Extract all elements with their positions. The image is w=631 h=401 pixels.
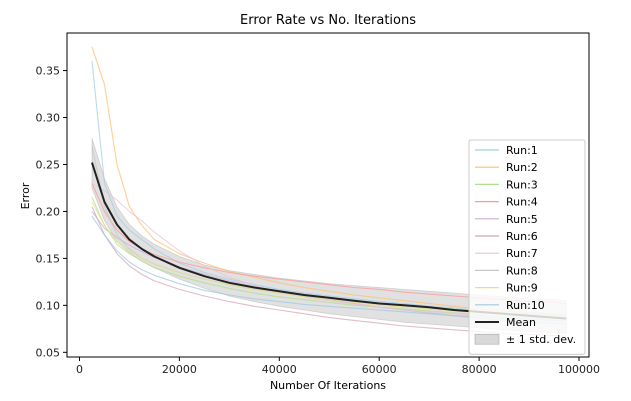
y-tick-label: 0.30 <box>36 112 61 125</box>
legend-label: Mean <box>506 316 536 329</box>
legend-label: Run:1 <box>506 144 538 157</box>
x-tick-label: 80000 <box>462 363 497 376</box>
legend-label: Run:5 <box>506 213 538 226</box>
legend-items: Run:1 Run:2 Run:3 Run:4 Run:5 Run:6 Run:7 Run:8… <box>474 144 576 346</box>
legend-label: Run:6 <box>506 230 538 243</box>
x-tick-label: 40000 <box>262 363 297 376</box>
legend-label: Run:3 <box>506 178 538 191</box>
legend-label: Run:4 <box>506 196 538 209</box>
y-tick-label: 0.35 <box>36 65 61 78</box>
x-tick-label: 0 <box>76 363 83 376</box>
y-tick-label: 0.20 <box>36 205 61 218</box>
plot-frame <box>66 32 590 358</box>
legend-label: ± 1 std. dev. <box>506 333 576 346</box>
x-tick-label: 100000 <box>558 363 600 376</box>
legend-label: Run:9 <box>506 282 538 295</box>
legend-label: Run:2 <box>506 161 538 174</box>
legend-label: Run:10 <box>506 299 545 312</box>
x-tick-label: 20000 <box>162 363 197 376</box>
y-tick-label: 0.10 <box>36 299 61 312</box>
y-tick-label: 0.05 <box>36 346 61 359</box>
legend: Run:1 Run:2 Run:3 Run:4 Run:5 Run:6 Run:7 Run:8… <box>468 139 586 355</box>
y-tick-label: 0.15 <box>36 252 61 265</box>
legend-label: Run:8 <box>506 264 538 277</box>
legend-label: Run:7 <box>506 247 538 260</box>
y-axis-label: Error <box>19 182 32 209</box>
y-tick-label: 0.25 <box>36 158 61 171</box>
legend-band-swatch <box>474 333 500 345</box>
x-tick-label: 60000 <box>362 363 397 376</box>
x-axis-ticks: 0 20000 40000 60000 80000 100000 <box>76 357 600 376</box>
legend-box <box>468 139 586 355</box>
chart-title: Error Rate vs No. Iterations <box>240 13 416 28</box>
y-axis-ticks: 0.05 0.10 0.15 0.20 0.25 0.30 0.35 <box>36 65 67 359</box>
x-axis-label: Number Of Iterations <box>270 379 386 392</box>
